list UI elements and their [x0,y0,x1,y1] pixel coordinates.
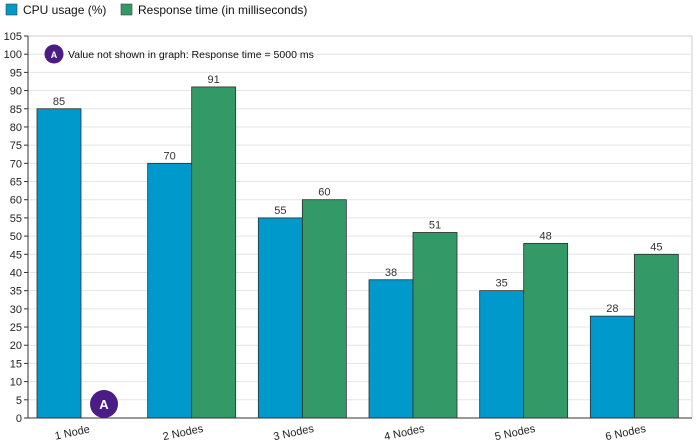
legend-swatch-response-time [120,3,133,16]
x-tick-label: 5 Nodes [494,423,537,443]
bar [147,162,193,419]
bar [368,279,414,419]
bar [412,232,458,419]
data-label: 70 [164,150,176,162]
bar [36,108,82,419]
data-label: 48 [540,230,552,242]
data-label: 28 [606,303,618,315]
x-axis-ticks: 1 Node 2 Nodes 3 Nodes 4 Nodes 5 Nodes 6 Node… [54,423,648,443]
data-labels: 85 70 91 55 60 38 51 35 48 28 45 [53,74,663,315]
y-tick-label: 45 [10,249,22,261]
bar [191,86,237,419]
plot-area [27,35,693,419]
bars [36,86,679,419]
y-tick-label: 5 [16,395,22,407]
y-tick-label: 25 [10,322,22,334]
y-tick-label: 85 [10,104,22,116]
data-label: 51 [429,219,441,231]
y-tick-label: 35 [10,286,22,298]
y-axis-ticks: 0 5 10 15 20 25 30 35 40 45 50 55 60 65 70 75 80 85 90 95 10… [4,31,28,425]
y-tick-label: 0 [16,413,22,425]
data-label: 91 [208,74,220,86]
y-tick-label: 105 [4,31,22,43]
data-label: 55 [274,205,286,217]
data-label: 60 [318,187,330,199]
gridlines [28,53,692,401]
y-tick-label: 30 [10,304,22,316]
bar [479,290,525,419]
y-tick-label: 40 [10,267,22,279]
x-tick-label: 3 Nodes [272,423,315,443]
y-tick-label: 90 [10,86,22,98]
legend: CPU usage (%) Response time (in millisec… [5,3,307,17]
y-tick-label: 50 [10,231,22,243]
y-tick-label: 70 [10,158,22,170]
bar [589,315,635,419]
bar [257,217,303,419]
y-tick-label: 75 [10,140,22,152]
data-label: 45 [650,241,662,253]
legend-swatch-cpu [5,3,18,16]
legend-label-response-time: Response time (in milliseconds) [138,3,307,17]
y-tick-label: 10 [10,377,22,389]
annotation-note: A Value not shown in graph: Response tim… [44,44,314,64]
x-tick-label: 1 Node [54,424,91,443]
x-tick-label: 6 Nodes [604,423,647,443]
y-tick-label: 80 [10,122,22,134]
annotation-marker-letter: A [99,397,109,412]
bar [523,242,569,419]
y-tick-label: 60 [10,195,22,207]
y-tick-label: 95 [10,67,22,79]
x-tick-label: 4 Nodes [383,423,426,443]
y-tick-label: 20 [10,340,22,352]
x-tick-label: 2 Nodes [162,423,205,443]
annotation-badge-letter: A [51,50,58,60]
legend-label-cpu: CPU usage (%) [23,3,106,17]
annotation-marker-icon [90,390,118,418]
annotation-badge-icon [44,44,64,64]
y-tick-label: 65 [10,177,22,189]
y-tick-label: 100 [4,49,22,61]
bar [633,253,679,419]
annotation-text: Value not shown in graph: Response time … [68,49,314,61]
data-label: 85 [53,96,65,108]
bar [301,199,347,419]
y-tick-label: 55 [10,213,22,225]
data-label: 38 [385,267,397,279]
annotation-marker: A [90,390,118,418]
data-label: 35 [496,278,508,290]
y-tick-label: 15 [10,358,22,370]
